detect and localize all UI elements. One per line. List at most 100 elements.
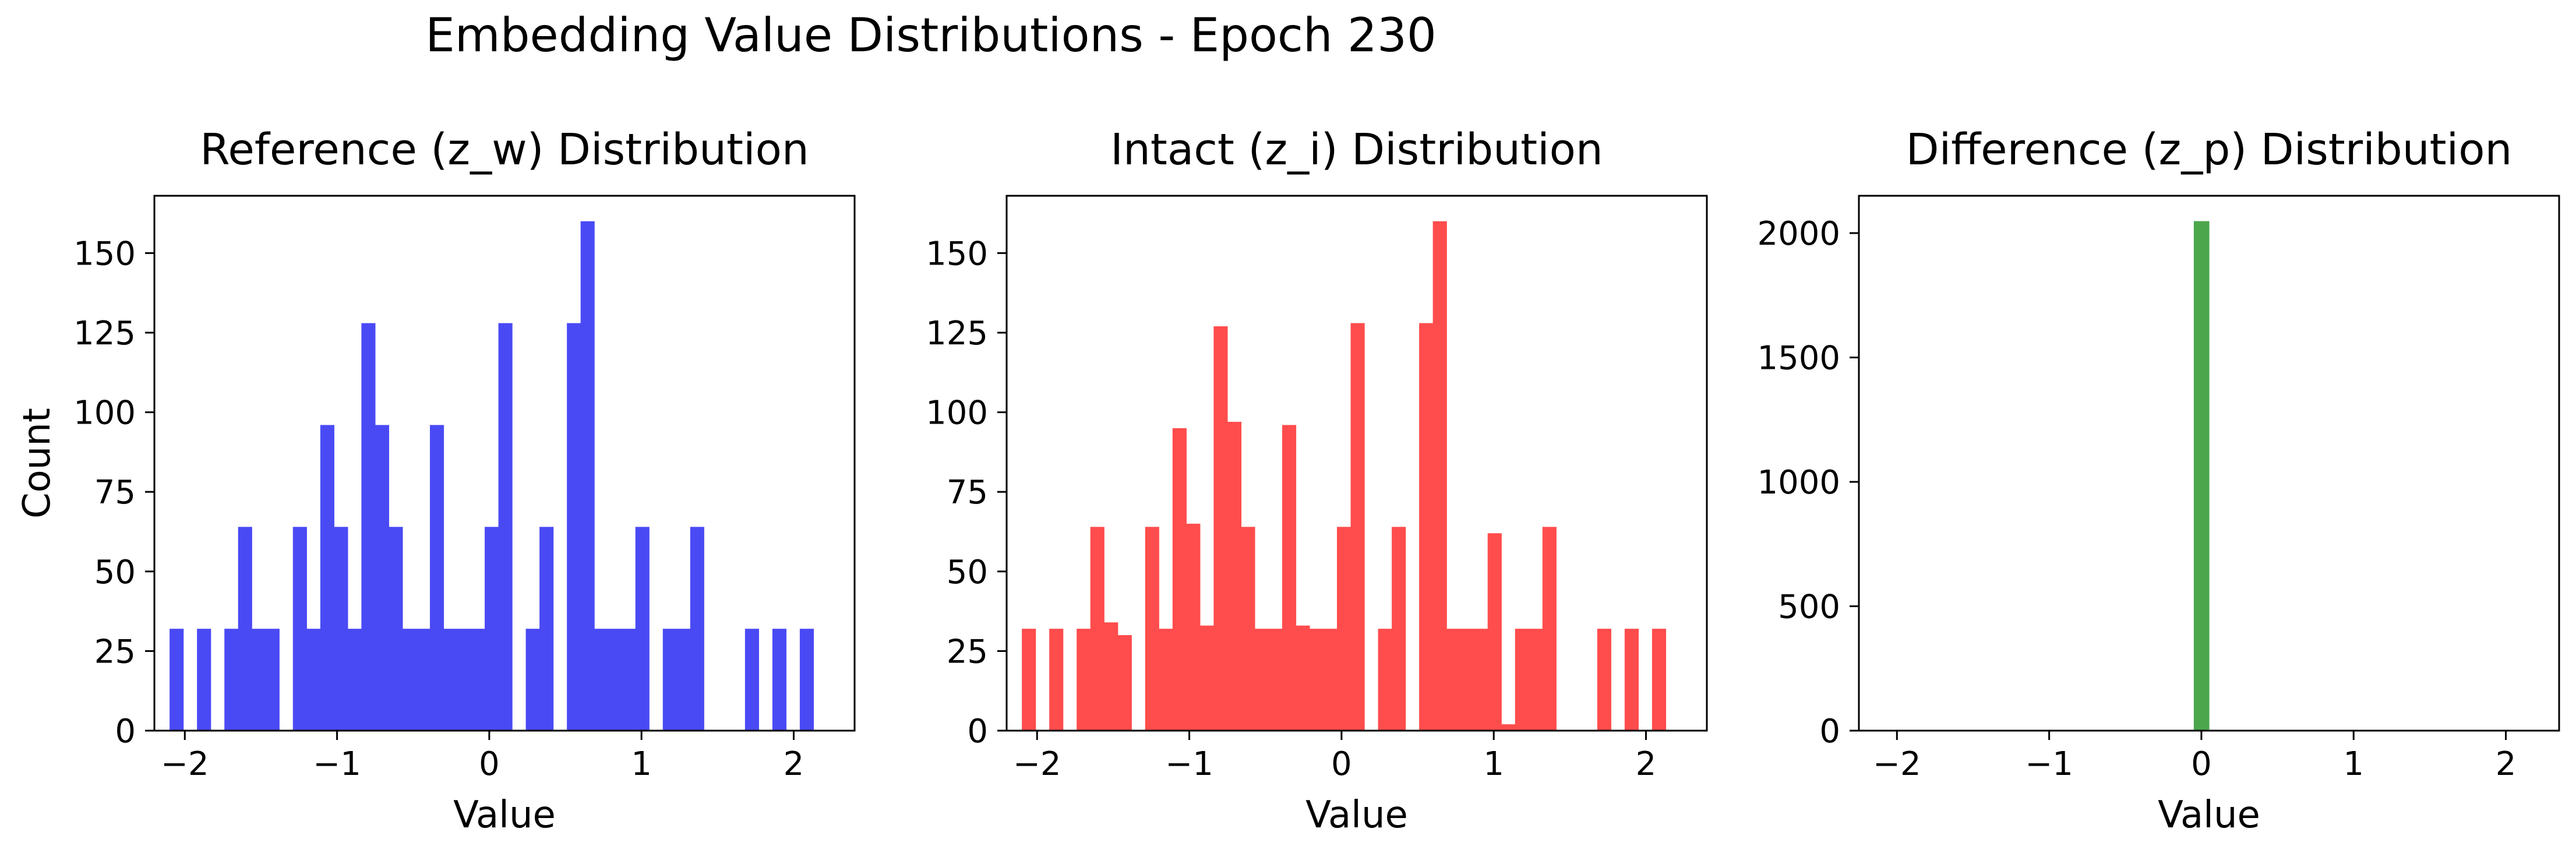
histogram-bars bbox=[1022, 221, 1667, 731]
subplot-title: Reference (z_w) Distribution bbox=[200, 125, 809, 175]
histogram-bar bbox=[635, 527, 650, 731]
histogram-bar bbox=[1474, 629, 1488, 731]
histogram-bar bbox=[1542, 527, 1557, 731]
plot-frame bbox=[1005, 195, 1708, 732]
histogram-bar bbox=[402, 629, 417, 731]
histogram-bar bbox=[252, 629, 266, 731]
x-tick-label: −2 bbox=[1013, 745, 1061, 783]
histogram-bar bbox=[320, 425, 334, 731]
histogram-bar bbox=[1268, 629, 1283, 731]
histogram-bar bbox=[1049, 629, 1064, 731]
x-axis-label: Value bbox=[453, 794, 556, 837]
histogram-bar bbox=[485, 527, 499, 731]
x-tick-label: 2 bbox=[2496, 745, 2517, 783]
histogram-bar bbox=[1090, 527, 1104, 731]
histogram-bar bbox=[744, 629, 759, 731]
y-tick-label: 2000 bbox=[1757, 215, 1840, 253]
y-tick-label: 150 bbox=[73, 235, 136, 273]
histogram-bar bbox=[1172, 428, 1187, 731]
y-tick-label: 150 bbox=[926, 235, 988, 273]
histogram-bar bbox=[1446, 629, 1461, 731]
histogram-bar bbox=[1515, 629, 1529, 731]
x-tick-label: 0 bbox=[2191, 745, 2212, 783]
plot-frame bbox=[153, 195, 856, 732]
histogram-bar bbox=[799, 629, 814, 731]
histogram-bar bbox=[1077, 629, 1091, 731]
y-tick-label: 125 bbox=[926, 315, 988, 353]
y-tick-label: 1500 bbox=[1757, 340, 1840, 378]
y-tick-label: 0 bbox=[1819, 713, 1840, 750]
plot-frame bbox=[1858, 195, 2560, 732]
histogram-bar bbox=[1323, 629, 1338, 731]
y-tick-label: 25 bbox=[947, 633, 988, 671]
figure-title: Embedding Value Distributions - Epoch 23… bbox=[425, 8, 1437, 62]
subplot-title: Intact (z_i) Distribution bbox=[1110, 125, 1603, 175]
y-tick-label: 0 bbox=[967, 713, 988, 750]
histogram-bar bbox=[1350, 323, 1365, 731]
histogram-bar bbox=[690, 527, 704, 731]
histogram-bar bbox=[416, 629, 430, 731]
chart-panel-2: −2 −1 0 1 2 0 25 50 75 100 125 150 Intact (z_i) Dist… bbox=[926, 125, 1708, 837]
histogram-bars bbox=[170, 221, 814, 731]
y-tick-label: 50 bbox=[947, 554, 988, 591]
histogram-bar bbox=[265, 629, 280, 731]
y-tick-label: 100 bbox=[926, 394, 988, 432]
histogram-bar bbox=[170, 629, 184, 731]
y-tick-label: 50 bbox=[94, 554, 136, 591]
histogram-bar bbox=[662, 629, 677, 731]
x-axis-label: Value bbox=[2158, 794, 2260, 837]
x-tick-label: 2 bbox=[784, 745, 804, 783]
histogram-bar bbox=[334, 527, 348, 731]
histogram-bar bbox=[1529, 629, 1543, 731]
histogram-bar bbox=[1337, 527, 1351, 731]
x-tick-label: 1 bbox=[2343, 745, 2364, 783]
histogram-bar bbox=[1597, 629, 1611, 731]
subplot-title: Difference (z_p) Distribution bbox=[1906, 125, 2513, 175]
x-tick-label: −1 bbox=[2025, 745, 2073, 783]
histogram-bar bbox=[525, 629, 540, 731]
histogram-bar bbox=[1117, 635, 1132, 731]
histogram-bar bbox=[292, 527, 307, 731]
histogram-bar bbox=[1022, 629, 1036, 731]
x-axis-label: Value bbox=[1305, 794, 1408, 837]
histogram-bar bbox=[306, 629, 321, 731]
y-axis-label: Count bbox=[16, 408, 59, 519]
x-tick-label: −1 bbox=[313, 745, 361, 783]
histogram-bar bbox=[580, 221, 595, 731]
histogram-bar bbox=[1378, 629, 1392, 731]
y-tick-label: 75 bbox=[94, 474, 136, 512]
x-tick-label: −2 bbox=[1873, 745, 1921, 783]
histogram-bar bbox=[1254, 629, 1269, 731]
histogram-bar bbox=[1460, 629, 1474, 731]
histogram-bar bbox=[224, 629, 239, 731]
histogram-bar bbox=[622, 629, 636, 731]
histogram-bar bbox=[1186, 523, 1201, 731]
histogram-bar bbox=[1419, 323, 1434, 731]
histogram-bar bbox=[676, 629, 691, 731]
y-tick-label: 1000 bbox=[1757, 464, 1840, 502]
histogram-bar bbox=[197, 629, 211, 731]
x-tick-label: 2 bbox=[1636, 745, 1657, 783]
histogram-bar bbox=[375, 425, 390, 731]
y-tick-label: 25 bbox=[94, 633, 136, 671]
histogram-bar bbox=[1624, 629, 1639, 731]
histogram-bar bbox=[1213, 326, 1228, 731]
x-tick-label: −2 bbox=[161, 745, 209, 783]
histogram-bar bbox=[1282, 425, 1297, 731]
histogram-bar bbox=[1501, 724, 1516, 731]
histogram-bar bbox=[1145, 527, 1159, 731]
x-tick-label: 0 bbox=[479, 745, 500, 783]
histogram-bar bbox=[1241, 527, 1255, 731]
histogram-bar bbox=[471, 629, 485, 731]
histogram-bar bbox=[347, 629, 362, 731]
histogram-bar bbox=[1227, 421, 1242, 731]
histogram-bar bbox=[1652, 629, 1667, 731]
x-tick-label: 1 bbox=[1483, 745, 1504, 783]
histogram-bar bbox=[1296, 625, 1310, 731]
histogram-bar bbox=[594, 629, 609, 731]
y-tick-label: 125 bbox=[73, 315, 136, 353]
histogram-bar bbox=[457, 629, 472, 731]
histogram-bar bbox=[772, 629, 787, 731]
histogram-bar bbox=[567, 323, 581, 731]
